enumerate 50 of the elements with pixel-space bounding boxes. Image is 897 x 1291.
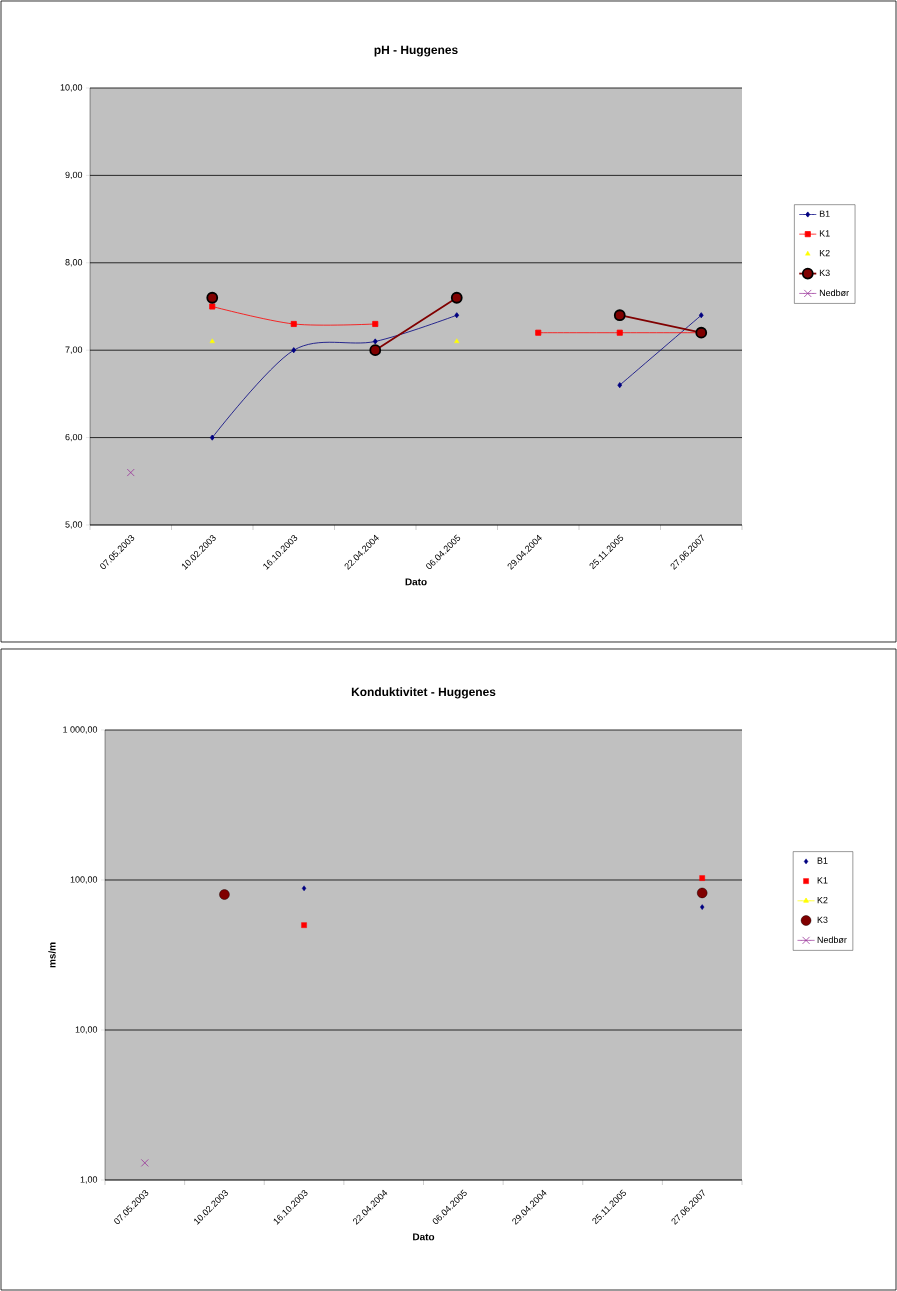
chart-title: Konduktivitet - Huggenes: [351, 687, 496, 699]
point: [698, 312, 704, 319]
point: [697, 887, 708, 899]
point: [454, 338, 460, 344]
point: [454, 312, 460, 319]
point: [700, 904, 705, 910]
point: [206, 291, 219, 304]
point: [450, 291, 463, 304]
y-tick-label: 6,00: [65, 433, 83, 442]
y-axis-title: ms/m: [48, 942, 56, 968]
legend-label: K3: [819, 269, 830, 277]
y-tick-label: 10,00: [75, 1026, 98, 1034]
chart-title: pH - Huggenes: [374, 45, 458, 57]
point: [372, 338, 378, 345]
point: [613, 309, 626, 322]
legend-label: B1: [817, 857, 828, 864]
point: [617, 382, 623, 389]
legend-label: K3: [817, 916, 828, 924]
point: [140, 1158, 149, 1167]
y-tick-label: 5,00: [65, 521, 83, 529]
point: [209, 434, 215, 441]
legend-label: B1: [819, 210, 830, 217]
y-tick-label: 9,00: [65, 171, 83, 180]
point: [301, 922, 307, 928]
point: [290, 320, 297, 327]
point: [291, 347, 297, 354]
y-tick-label: 8,00: [65, 259, 83, 267]
point: [301, 885, 307, 892]
point: [616, 329, 623, 336]
x-axis-title: Dato: [413, 1233, 435, 1241]
legend-label: Nedbør: [817, 936, 847, 944]
y-tick-label: 1 000,00: [63, 726, 98, 734]
y-tick-label: 100,00: [70, 876, 98, 884]
legend-label: K1: [817, 877, 828, 884]
y-tick-label: 1,00: [80, 1176, 98, 1184]
point: [369, 344, 382, 357]
legend-label: Nedbør: [819, 289, 849, 297]
legend-label: K2: [819, 249, 830, 257]
legend-label: K2: [817, 896, 828, 904]
legend-label: K1: [819, 230, 830, 237]
x-axis-title: Dato: [405, 578, 427, 586]
y-tick-label: 7,00: [65, 346, 83, 354]
point: [535, 329, 542, 336]
point: [219, 889, 230, 900]
y-tick-label: 10,00: [60, 84, 83, 92]
point: [209, 303, 216, 310]
point: [699, 875, 705, 881]
point: [126, 468, 135, 477]
point: [209, 338, 215, 344]
point: [372, 320, 379, 327]
